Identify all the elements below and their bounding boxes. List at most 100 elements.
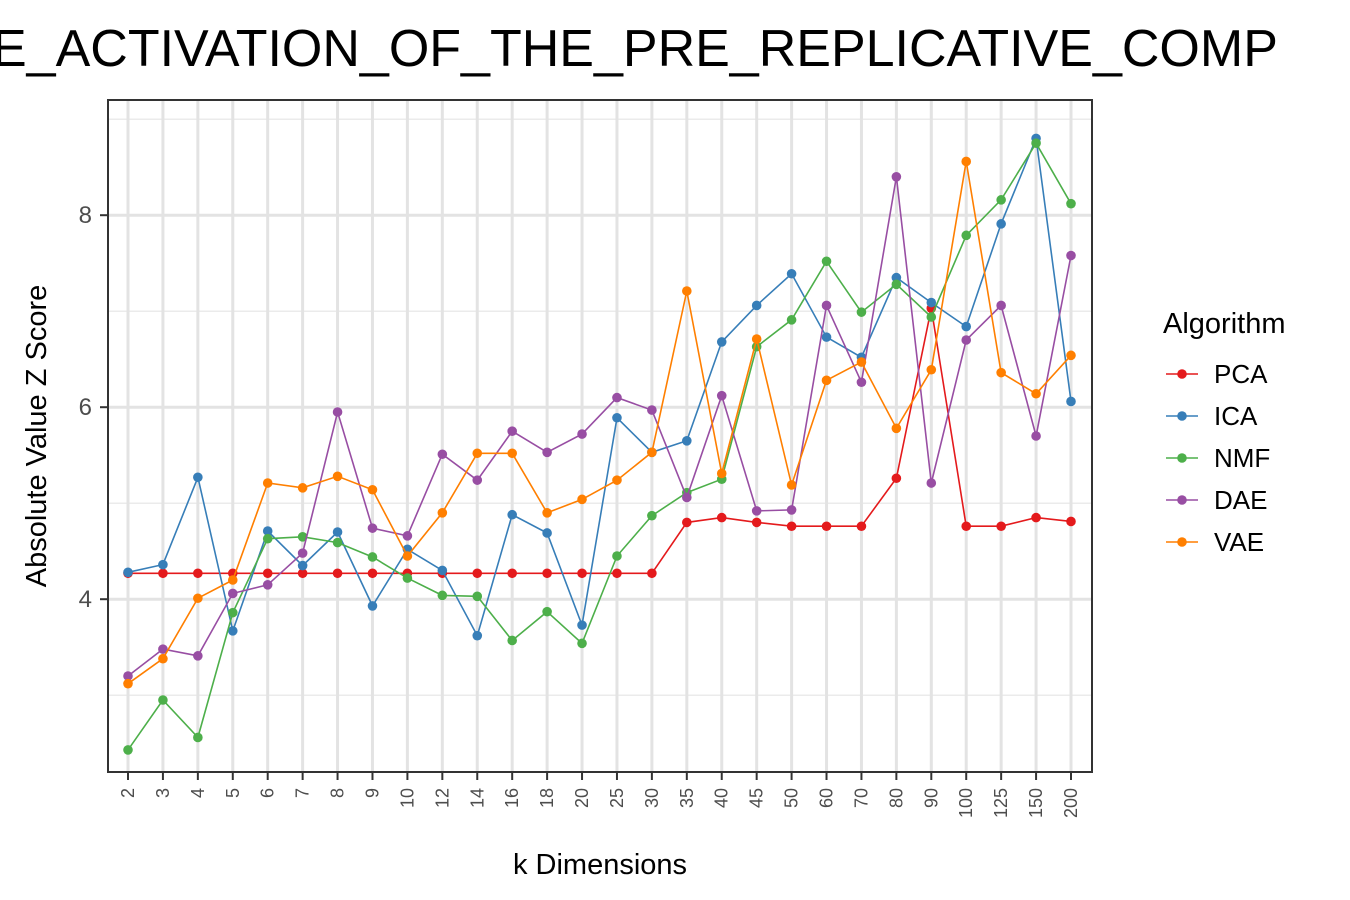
data-point-pca: [297, 568, 308, 579]
legend-title: Algorithm: [1163, 308, 1286, 340]
data-point-vae: [262, 478, 273, 488]
x-tick-label: 30: [642, 788, 662, 808]
data-point-pca: [1066, 516, 1076, 527]
y-axis-title: Absolute Value Z Score: [21, 285, 53, 588]
x-tick-label: 8: [328, 788, 348, 798]
data-point-vae: [158, 653, 168, 664]
data-point-dae: [961, 335, 972, 345]
y-tick-label: 8: [79, 202, 92, 229]
x-tick-label: 6: [258, 788, 278, 798]
legend-label: PCA: [1214, 359, 1268, 389]
series-line-vae: [127, 161, 1072, 685]
data-point-dae: [402, 531, 413, 541]
data-point-pca: [193, 568, 203, 579]
data-point-dae: [926, 478, 937, 488]
data-point-pca: [367, 568, 378, 579]
legend-label: DAE: [1214, 485, 1267, 515]
data-point-vae: [751, 334, 762, 344]
series-line-dae: [127, 176, 1072, 677]
data-point-pca: [1031, 512, 1041, 523]
legend-item-dae: DAE: [1166, 485, 1267, 515]
data-point-pca: [647, 568, 657, 579]
data-point-nmf: [926, 312, 937, 322]
data-point-dae: [682, 492, 692, 503]
data-point-nmf: [193, 732, 203, 743]
data-point-vae: [716, 468, 727, 479]
data-point-pca: [332, 568, 343, 579]
series-ica: [123, 133, 1076, 641]
data-point-pca: [786, 521, 797, 532]
data-point-nmf: [227, 607, 238, 618]
data-point-vae: [926, 364, 937, 375]
series-line-nmf: [127, 141, 1072, 751]
data-point-vae: [297, 483, 308, 493]
data-point-vae: [123, 678, 133, 689]
panel-border: [107, 99, 1093, 773]
series-layer: [123, 133, 1076, 755]
data-point-vae: [786, 480, 797, 490]
legend-key-point: [1177, 369, 1187, 379]
data-point-dae: [786, 505, 797, 515]
x-tick-label: 10: [397, 788, 417, 808]
data-point-ica: [716, 337, 727, 347]
legend-items: PCA ICA NMF DAE VAE: [1166, 359, 1270, 557]
data-point-nmf: [821, 256, 832, 267]
data-point-nmf: [577, 638, 587, 649]
chart-title: E_ACTIVATION_OF_THE_PRE_REPLICATIVE_COMP: [0, 20, 1278, 78]
data-point-ica: [227, 626, 238, 636]
legend-key-point: [1177, 537, 1187, 547]
legend-label: ICA: [1214, 401, 1258, 431]
data-point-nmf: [961, 230, 972, 241]
x-tick-label: 100: [956, 788, 976, 818]
x-tick-label: 7: [293, 788, 313, 798]
x-tick-label: 12: [432, 788, 452, 808]
data-point-dae: [332, 407, 343, 417]
x-tick-label: 60: [817, 788, 837, 808]
data-point-pca: [856, 521, 867, 532]
x-tick-label: 50: [782, 788, 802, 808]
data-point-nmf: [612, 551, 622, 561]
data-point-pca: [612, 568, 622, 579]
data-point-nmf: [996, 195, 1006, 205]
x-tick-label: 40: [712, 788, 732, 808]
data-point-vae: [193, 593, 203, 604]
data-point-nmf: [542, 606, 552, 617]
legend-label: NMF: [1214, 443, 1270, 473]
data-point-dae: [577, 429, 587, 439]
data-point-nmf: [856, 307, 867, 317]
data-point-vae: [821, 375, 832, 386]
data-point-nmf: [786, 315, 797, 325]
data-point-dae: [158, 644, 168, 654]
data-point-nmf: [647, 510, 657, 521]
data-point-dae: [821, 300, 832, 311]
legend-item-vae: VAE: [1166, 527, 1264, 557]
data-point-vae: [332, 471, 343, 482]
data-point-ica: [193, 472, 203, 483]
data-point-ica: [297, 560, 308, 571]
data-point-dae: [891, 172, 902, 182]
data-point-nmf: [1066, 198, 1076, 209]
data-point-dae: [542, 447, 552, 458]
legend-label: VAE: [1214, 527, 1264, 557]
data-point-ica: [682, 436, 692, 446]
data-point-dae: [1031, 431, 1041, 441]
data-point-pca: [262, 568, 273, 579]
x-tick-label: 90: [921, 788, 941, 808]
data-point-dae: [123, 671, 133, 681]
x-axis-title: k Dimensions: [513, 849, 687, 881]
x-tick-label: 5: [223, 788, 243, 798]
data-point-vae: [227, 575, 238, 585]
legend-item-nmf: NMF: [1166, 443, 1270, 473]
data-point-vae: [437, 508, 448, 518]
x-axis: 2 3 4 5 6 7 8 9 10 12 14 16 18 20 25 30 35 40 45 50 60 70 80 90…: [118, 772, 1081, 818]
data-point-ica: [262, 526, 273, 536]
series-line-pca: [128, 308, 1072, 575]
data-point-nmf: [472, 591, 483, 602]
data-point-ica: [891, 272, 902, 283]
x-tick-label: 20: [572, 788, 592, 808]
data-point-vae: [1066, 350, 1076, 361]
data-point-ica: [612, 412, 622, 423]
data-point-nmf: [332, 537, 343, 548]
series-dae: [123, 172, 1076, 681]
